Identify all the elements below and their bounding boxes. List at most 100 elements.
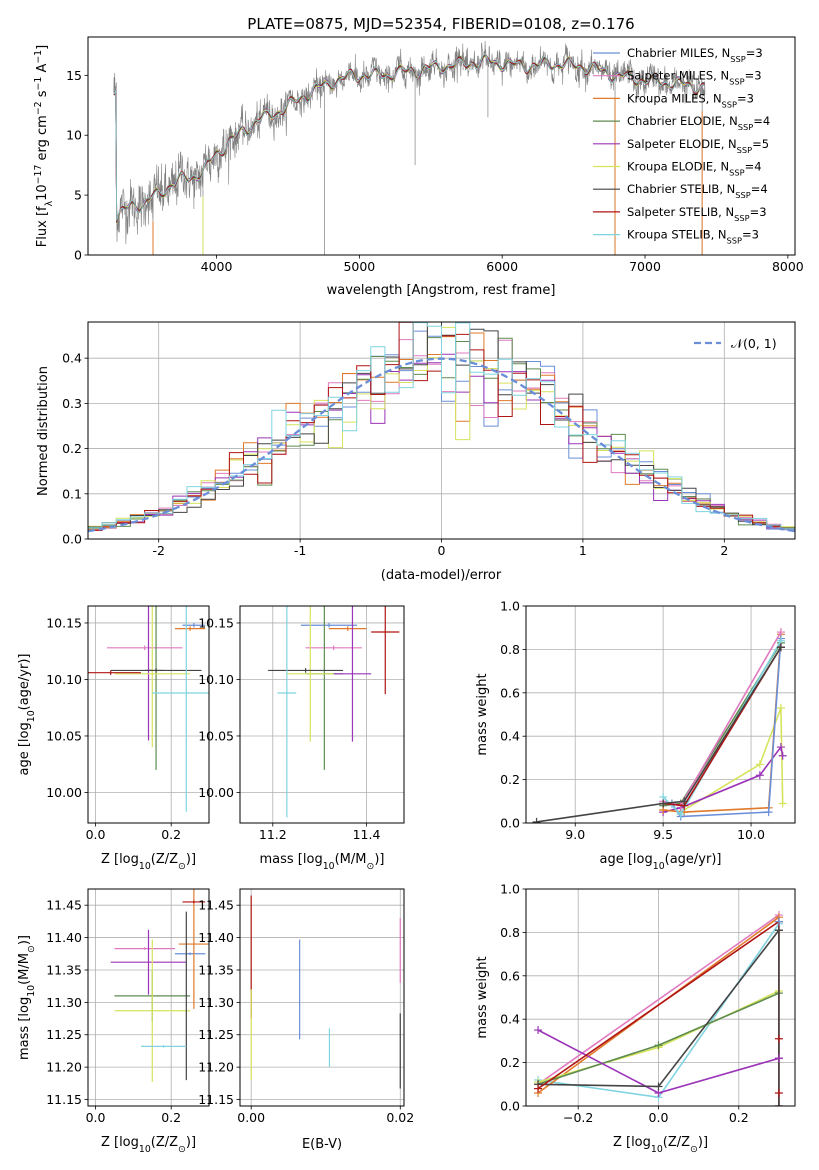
- y-tick-label: 11.40: [198, 930, 234, 945]
- y-tick-label: 10.15: [198, 615, 234, 630]
- x-axis-label: Z [log10(Z/Z⊙)]: [613, 1135, 708, 1155]
- weight-marker: [534, 1084, 543, 1093]
- error-point-1: [114, 947, 175, 950]
- panel-weight-vs-Z: −0.2 0.0 0.2 0.0 0.2 0.4 0.6 0.8 1.0 Z [log10(Z/Z…: [475, 882, 796, 1155]
- legend-label: Kroupa ELODIE, NSSP=4: [627, 160, 762, 178]
- weight-line-1: [537, 914, 780, 1085]
- y-tick-label: 0.0: [500, 816, 520, 831]
- y-tick-label: 0.3: [62, 396, 82, 411]
- error-point-7: [182, 900, 206, 904]
- y-tick-label: 11.15: [198, 1092, 234, 1107]
- x-tick-label: 8000: [772, 259, 804, 274]
- legend-label-part: Chabrier MILES, N: [627, 46, 730, 60]
- weight-marker: [776, 743, 785, 752]
- x-axis-label: mass [log10(M/M⊙)]: [260, 852, 385, 872]
- model-line-1: [113, 53, 705, 222]
- error-point-4: [110, 929, 187, 995]
- plot-area: [534, 911, 783, 1106]
- legend-label: Chabrier MILES, NSSP=3: [627, 46, 763, 64]
- legend-label-part: =3: [745, 69, 762, 83]
- error-point-2: [329, 626, 367, 631]
- y-axis-label: mass weight: [475, 956, 490, 1038]
- error-point-0: [174, 952, 206, 956]
- x-tick-label: 0.0: [86, 827, 106, 842]
- model-line-7: [113, 53, 705, 222]
- x-axis-label-part: (Z/Z: [151, 1135, 178, 1150]
- legend-label-part: =4: [753, 114, 770, 128]
- y-tick-label: 5: [74, 188, 82, 203]
- y-tick-label: 0.4: [62, 351, 82, 366]
- weight-marker: [774, 1102, 783, 1106]
- legend-label-part: =3: [750, 205, 767, 219]
- error-point-7: [88, 670, 141, 675]
- y-tick-label: 11.30: [46, 995, 82, 1010]
- x-tick-label: 11.2: [259, 827, 287, 842]
- x-axis-label: age [log10(age/yr)]: [600, 852, 722, 872]
- error-point-5: [286, 606, 334, 742]
- x-tick-label: 9.0: [565, 827, 585, 842]
- x-tick-label: −0.2: [563, 1110, 593, 1125]
- y-tick-label: 10.15: [46, 615, 82, 630]
- legend-label: Salpeter ELODIE, NSSP=5: [627, 137, 769, 155]
- y-axis-label-part: )]: [17, 935, 32, 945]
- x-axis-label-part: )]: [186, 852, 196, 867]
- y-tick-label: 11.20: [198, 1060, 234, 1075]
- x-tick-label: 0: [438, 543, 446, 558]
- legend-label-part: SSP: [729, 77, 744, 87]
- legend-label: Kroupa STELIB, NSSP=3: [627, 228, 759, 246]
- error-point-8: [277, 606, 297, 818]
- x-tick-label: 0.0: [649, 1110, 669, 1125]
- x-axis-label-part: 10: [139, 1144, 151, 1155]
- legend-label-part: SSP: [729, 168, 744, 178]
- x-tick-label: -1: [294, 543, 306, 558]
- y-axis-label-part: (age/yr)]: [17, 654, 32, 711]
- y-tick-label: 0.1: [62, 486, 82, 501]
- legend-label: 𝒩(0, 1): [731, 336, 777, 351]
- y-tick-label: 0.2: [500, 772, 520, 787]
- x-axis-label: Z [log10(Z/Z⊙)]: [101, 1135, 196, 1155]
- legend-label-part: SSP: [730, 54, 745, 64]
- y-tick-label: 11.30: [198, 995, 234, 1010]
- x-tick-label: 7000: [629, 259, 661, 274]
- x-tick-label: 9.5: [653, 827, 673, 842]
- error-point-4: [333, 606, 372, 742]
- grid-group: [526, 605, 795, 824]
- weight-marker: [776, 643, 785, 652]
- model-line-5: [113, 55, 705, 224]
- x-tick-label: 1: [579, 543, 587, 558]
- legend-label-part: Kroupa STELIB, N: [627, 228, 727, 242]
- extra-marker: [774, 1034, 783, 1043]
- legend-label-part: =5: [752, 137, 769, 151]
- x-axis-label: wavelength [Angstrom, rest frame]: [327, 283, 556, 298]
- x-axis-label-part: (M/M: [335, 852, 367, 867]
- weight-marker: [778, 799, 787, 808]
- extra-marker: [774, 917, 783, 926]
- y-axis-label-part: ]: [35, 45, 50, 50]
- weight-line-6: [662, 640, 782, 816]
- x-axis-label-part: Z [log: [101, 1135, 139, 1150]
- model-line-8: [113, 53, 705, 221]
- panel-age-vs-mass: 11.2 11.4 10.00 10.05 10.10 10.15 mass [log10(…: [198, 605, 405, 872]
- x-axis-label-part: 10: [323, 861, 335, 872]
- x-tick-label: 4000: [201, 259, 233, 274]
- x-tick-label: 6000: [486, 259, 518, 274]
- data-spectrum-line: [113, 40, 706, 245]
- legend-label-part: SSP: [738, 122, 753, 132]
- panel-mass-vs-Z: 0.0 0.2 11.15 11.20 11.25 11.30 11.35 11.40 11.4…: [17, 888, 210, 1155]
- legend-label-part: Kroupa MILES, N: [627, 91, 722, 105]
- x-axis-label-part: 10: [651, 1144, 663, 1155]
- y-tick-label: 0.2: [500, 1055, 520, 1070]
- legend-label-part: =4: [751, 182, 768, 196]
- x-axis-label: Z [log10(Z/Z⊙)]: [101, 852, 196, 872]
- panel-residuals: -2 -1 0 1 2 0.0 0.1 0.2 0.3 0.4 𝒩(0, 1) (data-model…: [36, 321, 796, 583]
- x-axis-label-part: 10: [653, 861, 665, 872]
- panel-weight-vs-age: 9.0 9.5 10.0 0.0 0.2 0.4 0.6 0.8 1.0 age [log10(a…: [475, 599, 796, 872]
- grid-group: [240, 606, 404, 823]
- error-point-1: [305, 645, 362, 651]
- legend-label: Salpeter MILES, NSSP=3: [627, 69, 762, 87]
- y-axis-label-part: −1: [33, 77, 44, 91]
- plot-area: [113, 40, 706, 255]
- error-point-7: [371, 606, 400, 695]
